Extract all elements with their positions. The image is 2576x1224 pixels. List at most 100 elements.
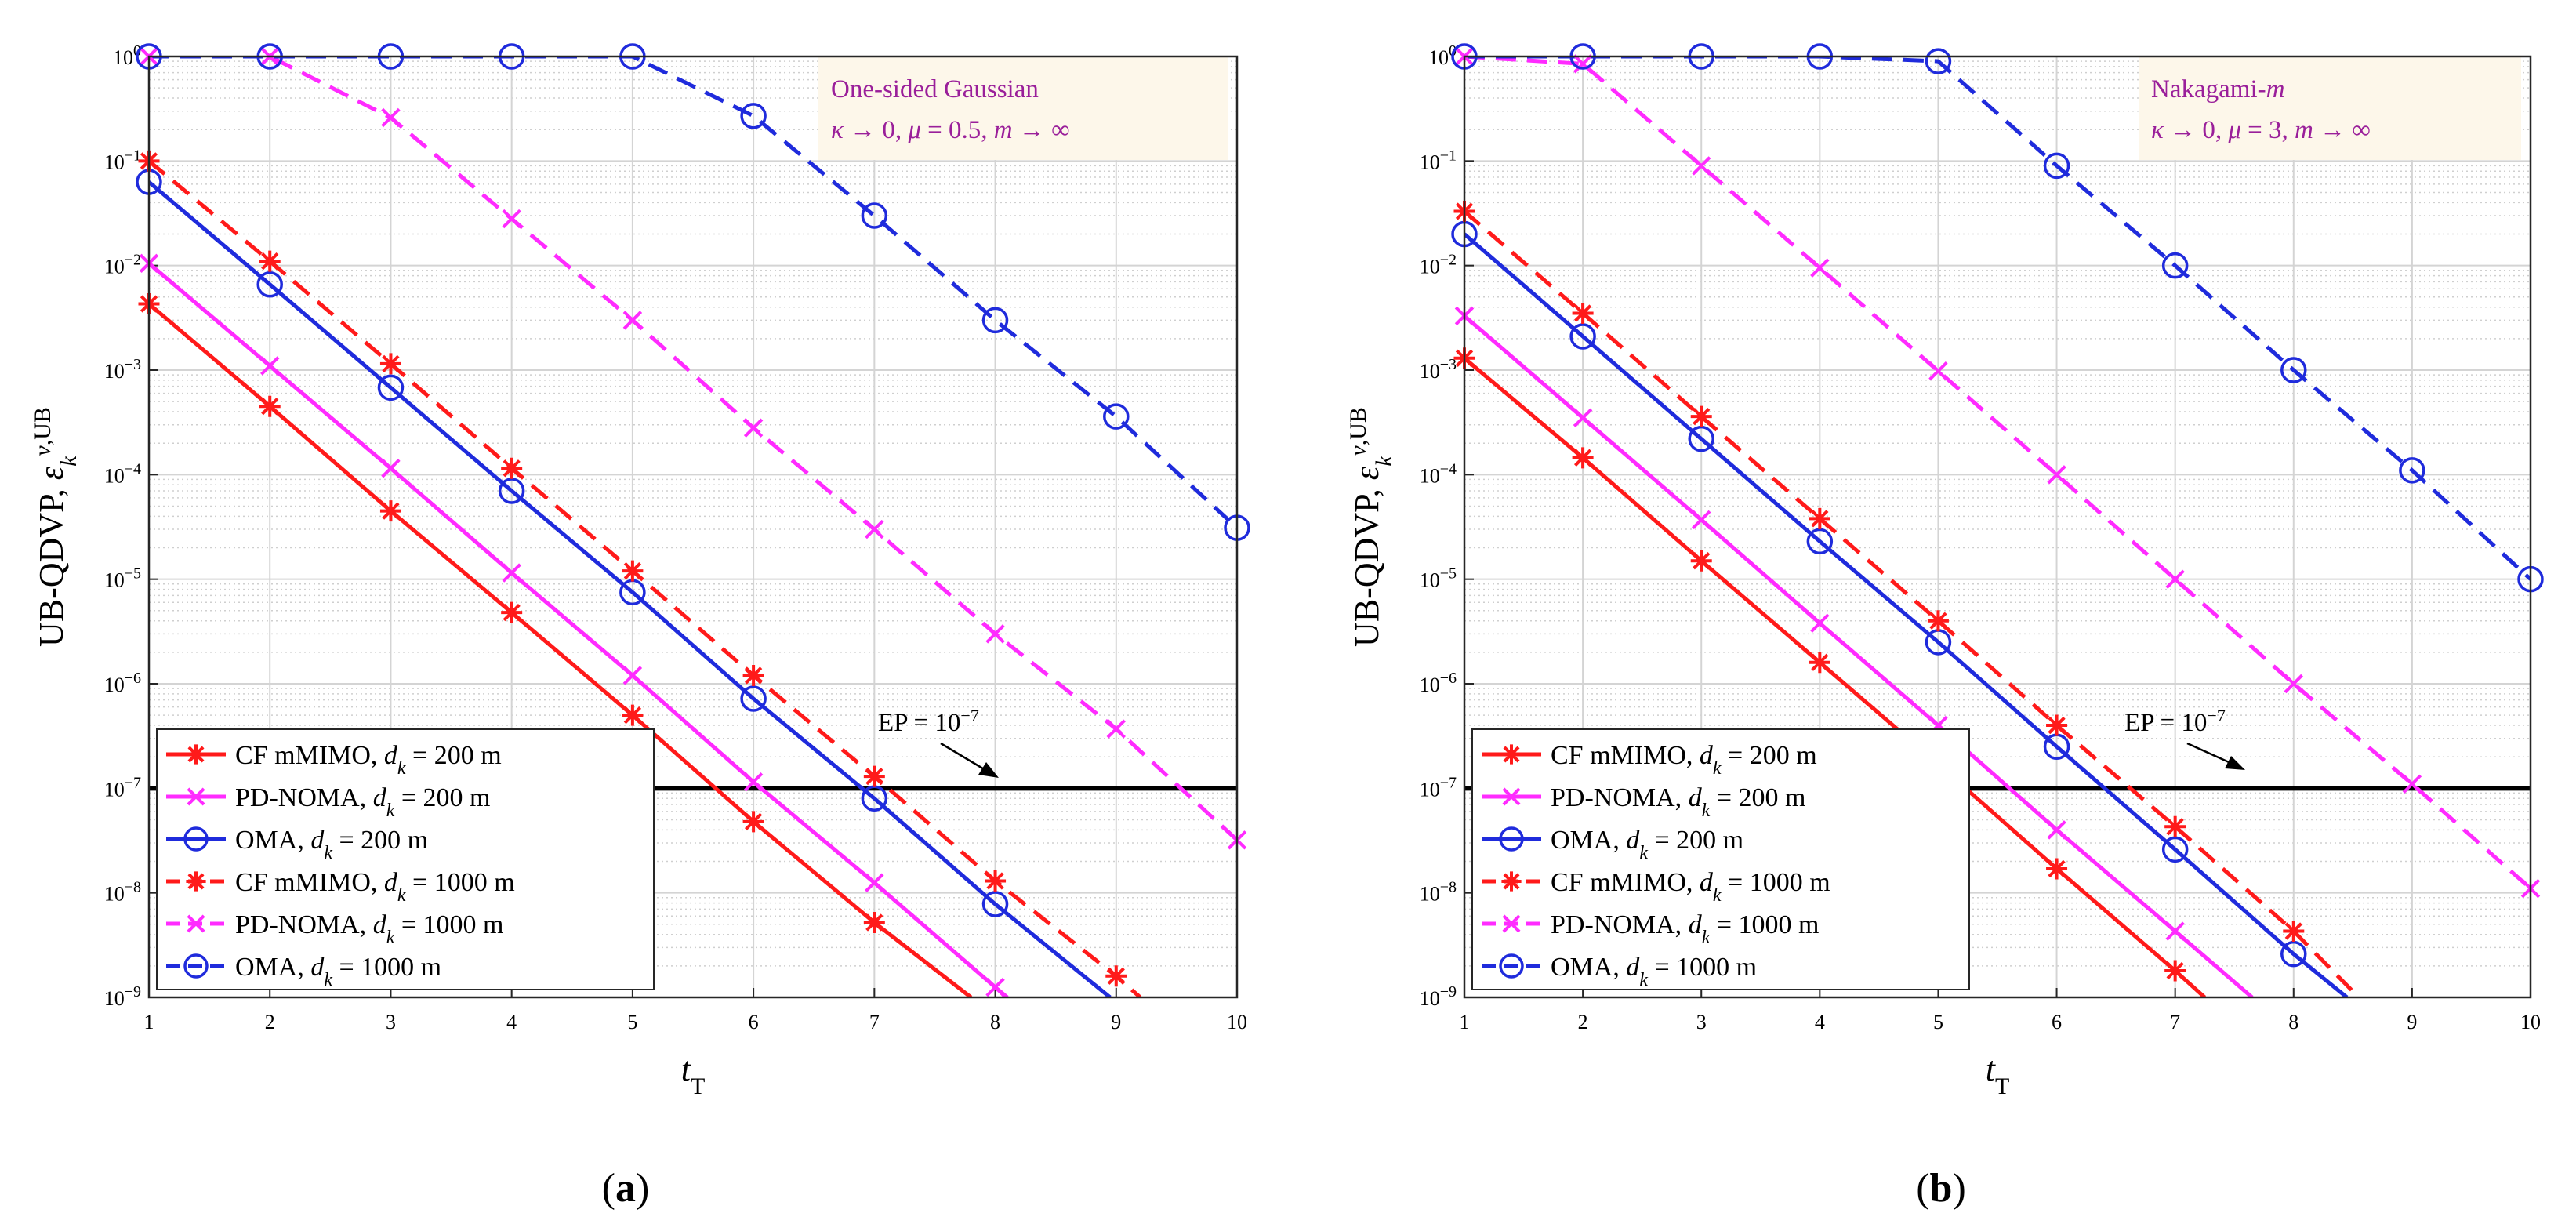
- ep-arrowhead-a: [978, 762, 999, 778]
- data-point-marker: [863, 765, 885, 787]
- x-tick-label: 9: [2407, 1011, 2417, 1033]
- data-point-marker: [1810, 613, 1830, 633]
- legend-marker: [186, 744, 206, 765]
- x-tick-label: 8: [990, 1011, 1000, 1033]
- legend-entry: OMA, dk = 1000 m: [1482, 953, 1757, 990]
- data-point-marker: [1690, 550, 1712, 572]
- data-point-marker: [1809, 652, 1830, 674]
- x-tick-label: 1: [144, 1011, 154, 1033]
- x-tick-label: 5: [627, 1011, 637, 1033]
- axis-ticks-b: 10010−110−210−310−410−510−610−710−810−91…: [1420, 42, 2541, 1033]
- data-point-marker: [381, 107, 401, 128]
- data-point-marker: [865, 519, 884, 539]
- x-tick-label: 3: [1696, 1011, 1707, 1033]
- legend-label: PD-NOMA, dk = 200 m: [235, 783, 490, 821]
- data-point-marker: [1690, 405, 1712, 427]
- series-line-3: [1464, 232, 2349, 997]
- data-point-marker: [865, 873, 884, 892]
- data-point-marker: [1103, 403, 1130, 430]
- data-point-marker: [985, 977, 1005, 997]
- x-tick-label: 2: [1578, 1011, 1588, 1033]
- data-point-marker: [1572, 447, 1594, 469]
- legend-label: PD-NOMA, dk = 1000 m: [1551, 910, 1819, 948]
- data-point-marker: [622, 704, 644, 726]
- data-point-marker: [2161, 252, 2189, 279]
- data-point-marker: [622, 666, 643, 685]
- legend-marker: [1501, 871, 1522, 892]
- data-point-marker: [381, 459, 401, 478]
- axes-frame-b: [1463, 55, 2532, 999]
- data-point-marker: [256, 271, 283, 298]
- data-point-marker: [1809, 507, 1830, 529]
- data-point-marker: [2164, 815, 2186, 837]
- series-line-4: [149, 159, 1142, 997]
- legend-label: OMA, dk = 200 m: [1551, 826, 1743, 863]
- series-line-2: [1464, 314, 2254, 997]
- legend-marker: [1502, 914, 1521, 933]
- data-point-marker: [498, 478, 525, 504]
- data-point-marker: [622, 560, 644, 582]
- legend-entry: PD-NOMA, dk = 1000 m: [166, 910, 503, 948]
- x-tick-label: 7: [869, 1011, 880, 1033]
- data-point-marker: [2283, 921, 2305, 943]
- legend-marker: [1499, 953, 1524, 979]
- annotation-line1-b: Nakagami-m: [2151, 75, 2284, 104]
- data-point-marker: [2399, 457, 2425, 484]
- legend-label: CF mMIMO, dk = 200 m: [235, 741, 502, 779]
- data-point-marker: [1569, 323, 1596, 350]
- y-tick-label: 10−9: [104, 983, 141, 1010]
- axes-frame-a: [147, 55, 1239, 999]
- panel-label-a: (a): [602, 1166, 650, 1211]
- legend-entry: CF mMIMO, dk = 200 m: [166, 741, 502, 779]
- panel-b: 10010−110−210−310−410−510−610−710−810−91…: [1345, 42, 2544, 1211]
- y-tick-label: 10−1: [104, 147, 141, 173]
- legend-entry: PD-NOMA, dk = 200 m: [166, 783, 490, 821]
- data-point-marker: [2046, 714, 2068, 736]
- x-tick-label: 10: [1227, 1011, 1247, 1033]
- y-tick-label: 10−7: [104, 774, 141, 801]
- legend-entry: CF mMIMO, dk = 1000 m: [1482, 868, 1830, 906]
- data-point-marker: [1106, 719, 1126, 739]
- legend-box-a: [156, 728, 655, 990]
- data-point-marker: [1572, 302, 1594, 324]
- legend-a: CF mMIMO, dk = 200 m PD-NOMA, dk = 200 m O…: [156, 728, 655, 990]
- y-tick-label: 10−4: [1420, 460, 1457, 487]
- legend-label: OMA, dk = 1000 m: [1551, 953, 1757, 990]
- x-tick-label: 6: [749, 1011, 759, 1033]
- data-point-marker: [2280, 940, 2307, 968]
- x-tick-label: 9: [1111, 1011, 1121, 1033]
- data-point-marker: [259, 250, 281, 272]
- data-point-marker: [2043, 152, 2070, 180]
- x-tick-label: 5: [1933, 1011, 1943, 1033]
- y-tick-label: 10−6: [104, 670, 141, 696]
- annotation-box-a: [818, 56, 1228, 160]
- data-point-marker: [260, 356, 280, 376]
- data-point-marker: [740, 685, 767, 712]
- legend-label: OMA, dk = 1000 m: [235, 953, 441, 990]
- data-point-marker: [1927, 610, 1949, 632]
- series-line-1: [1464, 356, 2207, 997]
- data-point-marker: [259, 395, 281, 417]
- x-tick-label: 7: [2170, 1011, 2180, 1033]
- legend-entry: OMA, dk = 200 m: [1482, 826, 1743, 863]
- panel-label-b: (b): [1916, 1166, 1966, 1211]
- data-point-marker: [379, 500, 401, 522]
- legend-marker: [1499, 826, 1524, 852]
- xlabel-a: tT: [681, 1050, 706, 1099]
- data-point-marker: [1105, 965, 1127, 987]
- annotation-line2-a: κ → 0, μ = 0.5, m → ∞: [831, 116, 1070, 144]
- data-point-marker: [2046, 858, 2068, 880]
- data-point-marker: [861, 202, 888, 229]
- data-point-marker: [985, 870, 1007, 892]
- data-point-marker: [501, 601, 523, 623]
- legend-label: CF mMIMO, dk = 1000 m: [1551, 868, 1830, 906]
- x-tick-label: 8: [2288, 1011, 2298, 1033]
- legend-label: PD-NOMA, dk = 200 m: [1551, 783, 1805, 821]
- ylabel-a: UB-QDVP, εkv,UB: [30, 407, 82, 647]
- x-tick-label: 2: [265, 1011, 275, 1033]
- legend-label: CF mMIMO, dk = 200 m: [1551, 741, 1817, 779]
- data-point-marker: [2164, 960, 2186, 982]
- annotation-box-b: [2139, 56, 2521, 160]
- data-point-marker: [981, 891, 1009, 917]
- y-tick-label: 10−6: [1420, 670, 1457, 696]
